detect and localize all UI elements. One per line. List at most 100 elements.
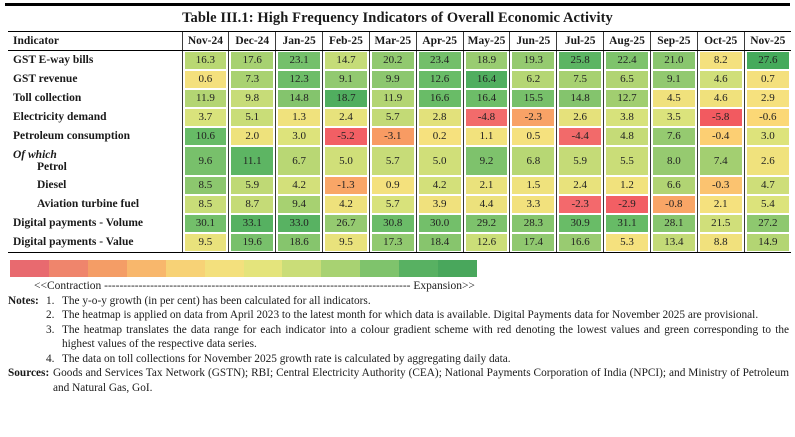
row-label: GST revenue (8, 70, 182, 89)
header-cell-month: May-25 (462, 30, 510, 51)
row-label: GST E-way bills (8, 50, 182, 70)
heatmap-cell: 6.2 (509, 69, 557, 89)
heatmap-cell: 17.6 (228, 50, 276, 70)
heatmap-cell: 2.4 (322, 107, 370, 127)
heatmap-cell: 20.2 (368, 50, 417, 70)
heatmap-cell-value: 4.2 (278, 176, 321, 194)
legend-caption: <<Contraction --------------------------… (34, 280, 795, 292)
header-cell-month: Jan-25 (275, 30, 323, 51)
heatmap-cell-value: 3.0 (746, 127, 789, 145)
table-row: Digital payments - Value 9.5 19.6 18.6 9.5 17… (8, 232, 791, 253)
heatmap-cell: 0.7 (743, 69, 791, 89)
heatmap-cell: 12.3 (275, 69, 323, 89)
heatmap-cell: 7.6 (649, 126, 698, 146)
heatmap-cell-value: 14.8 (559, 89, 602, 107)
heatmap-cell-value: 15.5 (512, 89, 555, 107)
heatmap-cell: 5.7 (368, 145, 417, 176)
header-cell-month: Apr-25 (415, 30, 464, 51)
heatmap-cell: 33.0 (275, 213, 323, 233)
header-cell-month: Jun-25 (509, 30, 557, 51)
heatmap-cell-value: 3.3 (512, 195, 555, 213)
heatmap-cell-value: 4.7 (746, 176, 789, 194)
note-text: The heatmap translates the data range fo… (62, 323, 789, 351)
legend-color-segment (282, 259, 322, 277)
row-label: Of which Petrol (8, 146, 182, 176)
table-row: Toll collection 11.9 9.8 14.8 18.7 11.9 16.6 16… (8, 88, 791, 108)
legend-color-segment (165, 259, 205, 277)
heatmap-cell-value: 1.3 (278, 108, 321, 126)
header-cell-month: Aug-25 (603, 30, 651, 51)
heatmap-cell: -2.3 (509, 107, 557, 127)
heatmap-cell: 5.5 (603, 145, 651, 176)
heatmap-cell: 5.1 (228, 107, 276, 127)
heatmap-cell-value: -1.3 (325, 176, 367, 194)
heatmap-cell-value: 9.5 (184, 233, 227, 251)
heatmap-cell: 10.6 (181, 126, 229, 146)
heatmap-cell-value: 4.5 (652, 89, 695, 107)
heatmap-cell-value: 21.0 (652, 51, 695, 69)
heatmap-cell: 33.1 (228, 213, 276, 233)
heatmap-cell: 19.6 (228, 232, 276, 253)
heatmap-cell-value: 11.9 (371, 89, 414, 107)
heatmap-cell-value: 4.8 (606, 127, 648, 145)
header-cell-month: Mar-25 (368, 30, 417, 51)
heatmap-cell-value: 11.9 (184, 89, 227, 107)
note-number: 2. (46, 309, 55, 322)
heatmap-cell: -0.8 (649, 194, 698, 214)
heatmap-cell-value: 26.7 (325, 214, 367, 232)
legend-color-segment (204, 259, 244, 277)
heatmap-cell: -5.8 (696, 107, 745, 127)
heatmap-cell: 9.9 (368, 69, 417, 89)
heatmap-cell-value: 20.2 (371, 51, 414, 69)
heatmap-cell-value: 10.6 (184, 127, 227, 145)
note-item: Notes: 1. The y-o-y growth (in per cent) h… (8, 294, 789, 309)
table-row: Diesel 8.5 5.9 4.2 -1.3 0.9 4.2 2.1 1.5 2.4 1.2 6.6… (8, 175, 791, 195)
heatmap-cell: 23.1 (275, 50, 323, 70)
heatmap-cell-value: 19.3 (512, 51, 555, 69)
heatmap-cell-value: 4.4 (465, 195, 508, 213)
heatmap-cell: 31.1 (603, 213, 651, 233)
heatmap-cell-value: 5.9 (559, 146, 602, 175)
heatmap-cell: 4.2 (415, 175, 464, 195)
table-row: GST E-way bills 16.3 17.6 23.1 14.7 20.2 23.4 1… (8, 50, 791, 70)
heatmap-cell-value: 4.6 (699, 70, 742, 88)
heatmap-cell: -5.2 (322, 126, 370, 146)
heatmap-cell-value: 18.4 (418, 233, 461, 251)
heatmap-cell: 9.1 (649, 69, 698, 89)
row-label-text: Diesel (37, 179, 67, 191)
heatmap-cell-value: 8.0 (652, 146, 695, 175)
heatmap-cell-value: 9.9 (371, 70, 414, 88)
heatmap-cell: -0.4 (696, 126, 745, 146)
row-label: Digital payments - Volume (8, 214, 182, 233)
heatmap-cell-value: 18.6 (278, 233, 321, 251)
legend-color-segment (438, 259, 478, 277)
heatmap-cell-value: 16.6 (559, 233, 602, 251)
heatmap-cell: 7.4 (696, 145, 745, 176)
heatmap-cell-value: 6.7 (278, 146, 321, 175)
row-label-text: GST revenue (13, 73, 78, 85)
heatmap-cell: 1.2 (603, 175, 651, 195)
heatmap-cell-value: -5.2 (325, 127, 367, 145)
note-text: The y-o-y growth (in per cent) has been … (62, 294, 371, 307)
heatmap-cell: 9.4 (275, 194, 323, 214)
heatmap-cell: 5.7 (368, 194, 417, 214)
heatmap-cell-value: 2.6 (746, 146, 789, 175)
heatmap-cell-value: 18.9 (465, 51, 508, 69)
heatmap-cell-value: 9.6 (184, 146, 227, 175)
heatmap-cell-value: 33.0 (278, 214, 321, 232)
heatmap-cell: 28.1 (649, 213, 698, 233)
heatmap-cell: 2.9 (743, 88, 791, 108)
heatmap-cell-value: 1.5 (512, 176, 555, 194)
heatmap-cell: 5.0 (322, 145, 370, 176)
heatmap-cell-value: 9.8 (231, 89, 274, 107)
heatmap-cell: 0.2 (415, 126, 464, 146)
heatmap-cell: 11.1 (228, 145, 276, 176)
heatmap-cell: 8.2 (696, 50, 745, 70)
heatmap-cell-value: 0.7 (746, 70, 789, 88)
heatmap-cell: 2.4 (556, 175, 604, 195)
heatmap-cell: 3.8 (603, 107, 651, 127)
heatmap-cell: 8.5 (181, 194, 229, 214)
heatmap-cell-value: 23.1 (278, 51, 321, 69)
heatmap-cell-value: -5.8 (699, 108, 742, 126)
